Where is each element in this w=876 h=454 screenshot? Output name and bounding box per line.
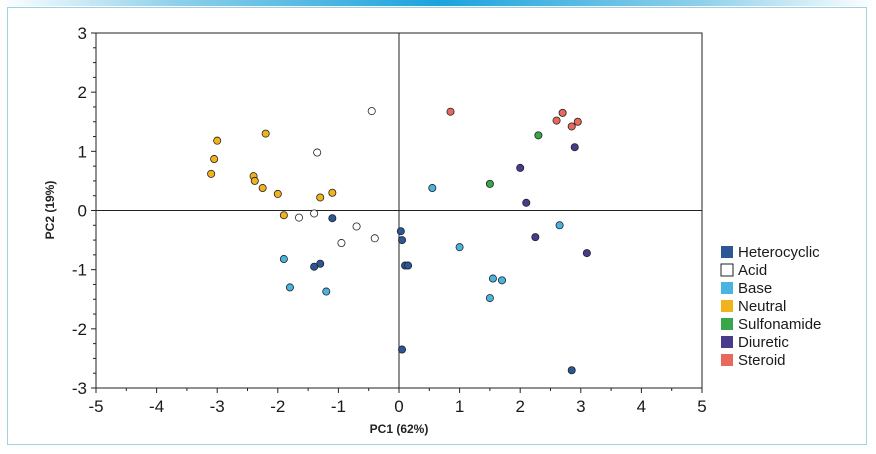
data-point-base xyxy=(485,294,494,303)
figure-frame xyxy=(7,7,867,445)
data-point-neutral xyxy=(258,184,267,193)
data-point-diuretic xyxy=(570,143,579,152)
legend-swatch-base xyxy=(721,282,733,294)
legend-label-neutral: Neutral xyxy=(738,298,786,315)
x-tick-label: 4 xyxy=(637,397,646,416)
legend: HeterocyclicAcidBaseNeutralSulfonamideDi… xyxy=(720,244,821,369)
legend-swatch-heterocyclic xyxy=(721,246,733,258)
y-tick-label: 1 xyxy=(78,142,87,161)
data-point-sulfonamide xyxy=(485,179,494,188)
data-point-neutral xyxy=(207,169,216,178)
y-axis-label: PC2 (19%) xyxy=(43,181,57,240)
data-point-acid xyxy=(367,107,376,116)
x-tick-label: -3 xyxy=(210,397,225,416)
data-point-steroid xyxy=(446,107,455,116)
x-tick-label: -2 xyxy=(270,397,285,416)
legend-label-heterocyclic: Heterocyclic xyxy=(738,244,820,261)
data-point-neutral xyxy=(279,211,288,220)
y-tick-label: 3 xyxy=(78,24,87,43)
header-accent-bar xyxy=(0,0,876,6)
legend-label-steroid: Steroid xyxy=(738,352,786,369)
data-point-acid xyxy=(295,213,304,222)
y-tick-label: 0 xyxy=(78,202,87,221)
data-point-heterocyclic xyxy=(328,214,337,223)
y-tick-label: -3 xyxy=(72,379,87,398)
data-point-acid xyxy=(313,148,322,157)
data-point-heterocyclic xyxy=(310,262,319,271)
legend-swatch-acid xyxy=(720,263,734,277)
legend-swatch-sulfonamide xyxy=(721,318,733,330)
x-tick-label: 1 xyxy=(455,397,464,416)
data-point-steroid xyxy=(567,122,576,131)
data-point-diuretic xyxy=(531,233,540,242)
data-point-base xyxy=(285,283,294,292)
data-point-steroid xyxy=(552,116,561,125)
x-tick-label: 2 xyxy=(515,397,524,416)
data-point-base xyxy=(322,287,331,296)
data-point-acid xyxy=(352,222,361,231)
x-tick-label: -4 xyxy=(149,397,164,416)
x-tick-label: 0 xyxy=(394,397,403,416)
legend-swatch-diuretic xyxy=(721,336,733,348)
data-point-base xyxy=(555,221,564,230)
data-point-acid xyxy=(310,209,319,218)
data-point-diuretic xyxy=(516,163,525,172)
data-point-base xyxy=(455,243,464,252)
x-tick-label: 5 xyxy=(697,397,706,416)
legend-swatch-neutral xyxy=(721,300,733,312)
data-point-neutral xyxy=(273,189,282,198)
y-tick-label: 2 xyxy=(78,83,87,102)
data-point-base xyxy=(428,184,437,193)
legend-label-diuretic: Diuretic xyxy=(738,334,789,351)
data-point-neutral xyxy=(261,129,270,138)
data-point-base xyxy=(498,276,507,285)
data-point-heterocyclic xyxy=(398,345,407,354)
x-tick-label: 3 xyxy=(576,397,585,416)
data-point-steroid xyxy=(573,117,582,126)
y-tick-label: -1 xyxy=(72,261,87,280)
legend-label-acid: Acid xyxy=(738,262,767,279)
data-point-diuretic xyxy=(582,249,591,258)
data-point-neutral xyxy=(250,176,259,185)
data-point-base xyxy=(488,274,497,283)
legend-label-sulfonamide: Sulfonamide xyxy=(738,316,821,333)
data-point-steroid xyxy=(558,108,567,117)
data-point-acid xyxy=(370,234,379,243)
y-tick-label: -2 xyxy=(72,320,87,339)
legend-label-base: Base xyxy=(738,280,772,297)
data-point-heterocyclic xyxy=(404,261,413,270)
data-point-neutral xyxy=(213,136,222,145)
data-point-heterocyclic xyxy=(396,227,405,236)
x-tick-label: -1 xyxy=(331,397,346,416)
data-point-neutral xyxy=(210,155,219,164)
data-point-diuretic xyxy=(522,198,531,207)
data-point-base xyxy=(279,255,288,264)
legend-swatch-steroid xyxy=(721,354,733,366)
data-point-neutral xyxy=(328,188,337,197)
x-axis-label: PC1 (62%) xyxy=(370,422,429,436)
data-point-heterocyclic xyxy=(567,366,576,375)
data-point-heterocyclic xyxy=(398,236,407,245)
x-tick-label: -5 xyxy=(88,397,103,416)
data-point-sulfonamide xyxy=(534,131,543,140)
data-point-acid xyxy=(337,239,346,248)
data-point-neutral xyxy=(316,193,325,202)
